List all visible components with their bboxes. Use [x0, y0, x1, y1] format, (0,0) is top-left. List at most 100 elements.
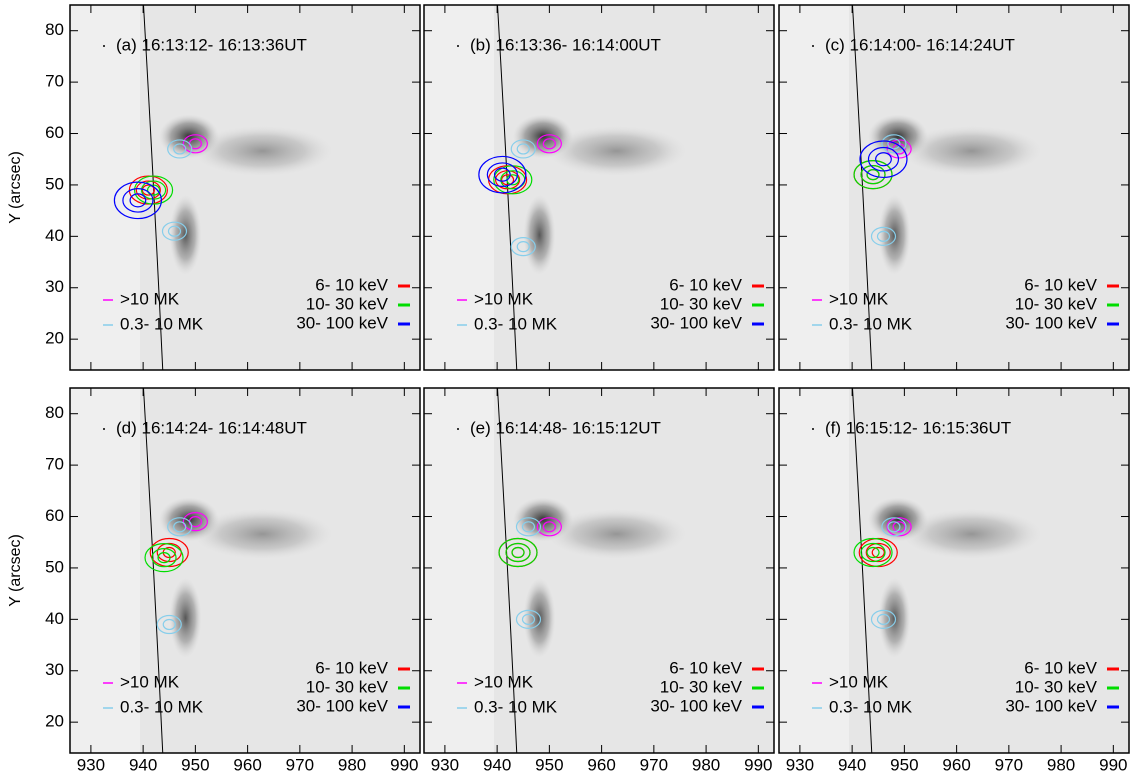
legend-label: 0.3- 10 MK: [829, 697, 913, 716]
contour: [875, 152, 892, 167]
x-tick-label: 930: [431, 755, 459, 772]
contour: [870, 226, 897, 246]
panel: 930940950960970980990X (arcsec)(e) 16:14…: [423, 387, 775, 772]
contour: [887, 521, 901, 533]
contour: [536, 517, 562, 537]
contour: [536, 134, 562, 154]
plot-frame: [778, 4, 1130, 371]
plot-frame: [423, 4, 775, 371]
legend-label: 10- 30 keV: [306, 677, 389, 696]
x-tick-label: 980: [692, 755, 720, 772]
solar-limb: [497, 387, 518, 754]
y-tick-label: 30: [45, 277, 64, 296]
contour: [859, 140, 908, 179]
flare-ribbon: [878, 577, 911, 658]
legend-label: >10 MK: [829, 289, 889, 308]
contour: [881, 134, 907, 154]
image-offdisk: [779, 5, 849, 370]
plot-frame: [778, 387, 1130, 754]
y-axis-label: Y (arcsec): [7, 151, 24, 224]
legend-label: >10 MK: [120, 289, 180, 308]
legend-label: 6- 10 keV: [1024, 658, 1097, 677]
solar-limb: [852, 4, 873, 371]
x-tick-label: 960: [233, 755, 261, 772]
panel: 20 30 40 50 60 70 80 Y (arcsec) (a) 16:13:12- 16…: [7, 4, 421, 371]
y-tick-label: 80: [45, 403, 64, 422]
legend-label: 6- 10 keV: [669, 658, 742, 677]
contour: [498, 537, 538, 568]
contour: [500, 174, 515, 186]
legend-label: 0.3- 10 MK: [120, 697, 204, 716]
y-tick-label: 70: [45, 72, 64, 91]
y-tick-label: 50: [45, 557, 64, 576]
contour: [853, 160, 893, 190]
contour: [141, 184, 155, 196]
contour: [149, 537, 189, 568]
image-offdisk: [424, 5, 494, 370]
contour: [887, 138, 901, 150]
legend-label: >10 MK: [474, 289, 534, 308]
legend-label: 30- 100 keV: [650, 696, 742, 715]
contour: [135, 180, 161, 200]
loop-top: [546, 126, 687, 176]
contour: [129, 193, 147, 208]
x-tick-label: 960: [942, 755, 970, 772]
legend-label: 10- 30 keV: [1015, 294, 1098, 313]
contour: [122, 188, 154, 213]
plot-frame: [423, 387, 775, 754]
x-tick-label: 950: [535, 755, 563, 772]
flare-ribbon: [169, 577, 202, 658]
contour: [510, 237, 536, 257]
y-tick-label: 50: [45, 174, 64, 193]
x-tick-label: 980: [1047, 755, 1075, 772]
contour: [173, 143, 187, 155]
x-tick-label: 930: [77, 755, 105, 772]
title-dot: [457, 428, 459, 430]
contour: [876, 230, 891, 242]
plot-frame: [69, 4, 421, 371]
contour: [871, 546, 885, 559]
legend-label: 30- 100 keV: [296, 313, 388, 332]
legend-label: 6- 10 keV: [669, 275, 742, 294]
contour: [860, 165, 886, 185]
plot-frame: [69, 387, 421, 754]
contour: [542, 521, 556, 533]
x-tick-label: 950: [890, 755, 918, 772]
title-dot: [812, 428, 814, 430]
title-dot: [457, 45, 459, 47]
x-tick-label: 970: [286, 755, 314, 772]
contour: [146, 184, 161, 196]
x-tick-label: 940: [483, 755, 511, 772]
title-dot: [103, 45, 105, 47]
contour: [867, 146, 900, 172]
loop-top: [192, 126, 333, 176]
legend-label: 30- 100 keV: [296, 696, 388, 715]
contour: [876, 613, 891, 625]
legend-label: 10- 30 keV: [660, 677, 743, 696]
legend-label: 6- 10 keV: [315, 658, 388, 677]
legend-label: 0.3- 10 MK: [120, 314, 204, 333]
legend-label: >10 MK: [120, 672, 180, 691]
contour: [511, 546, 525, 559]
contour: [133, 175, 174, 205]
contour: [140, 180, 167, 200]
contour: [167, 139, 193, 159]
legend-label: >10 MK: [829, 672, 889, 691]
contour: [870, 609, 897, 629]
y-tick-label: 40: [45, 609, 64, 628]
loop-top: [192, 509, 333, 559]
contour: [494, 170, 521, 190]
y-tick-label: 20: [45, 329, 64, 348]
y-axis-label: Y (arcsec): [7, 534, 24, 607]
contour: [151, 548, 177, 568]
contour: [161, 221, 188, 241]
flare-ribbon: [523, 577, 556, 658]
contour: [167, 225, 182, 237]
panel-title: (c) 16:14:00- 16:14:24UT: [825, 35, 1015, 54]
contour: [542, 138, 556, 150]
contour: [515, 609, 542, 629]
image-offdisk: [424, 388, 494, 753]
loop-top: [546, 509, 687, 559]
contour: [493, 167, 511, 182]
